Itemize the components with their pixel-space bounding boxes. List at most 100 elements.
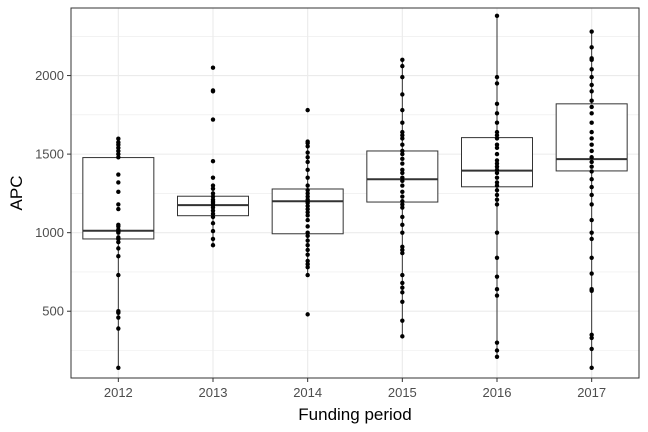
data-point bbox=[210, 186, 216, 191]
data-point bbox=[400, 151, 405, 157]
data-point bbox=[305, 139, 310, 144]
data-point bbox=[305, 188, 310, 193]
data-point bbox=[400, 74, 405, 80]
data-point bbox=[589, 155, 594, 160]
data-point bbox=[305, 230, 310, 235]
data-point bbox=[589, 89, 594, 94]
data-point bbox=[116, 155, 121, 160]
data-point bbox=[589, 169, 594, 174]
x-axis-title: Funding period bbox=[298, 405, 411, 424]
data-point bbox=[116, 227, 121, 232]
data-point bbox=[589, 271, 594, 276]
data-point bbox=[116, 246, 121, 251]
data-point bbox=[494, 164, 500, 169]
data-point bbox=[305, 312, 310, 317]
points-2017 bbox=[589, 29, 594, 370]
panel-border bbox=[70, 7, 640, 379]
data-point bbox=[400, 318, 405, 323]
data-point bbox=[400, 205, 405, 210]
data-point bbox=[305, 210, 310, 215]
data-point bbox=[400, 129, 405, 135]
data-point bbox=[494, 197, 500, 202]
data-point bbox=[305, 247, 310, 253]
major-gridlines bbox=[71, 8, 639, 378]
y-tick-label: 1000 bbox=[35, 225, 64, 240]
data-point bbox=[400, 63, 405, 69]
data-point bbox=[305, 107, 310, 113]
data-point bbox=[400, 178, 405, 184]
data-point bbox=[305, 175, 310, 180]
data-point bbox=[589, 184, 594, 190]
data-point bbox=[494, 180, 500, 185]
data-point bbox=[589, 159, 594, 165]
data-point bbox=[494, 170, 500, 176]
data-point bbox=[210, 221, 216, 226]
data-point bbox=[589, 148, 594, 154]
data-point bbox=[305, 167, 310, 173]
data-point bbox=[589, 136, 594, 141]
data-point bbox=[305, 252, 310, 257]
data-point bbox=[589, 287, 594, 292]
data-point bbox=[400, 92, 405, 97]
x-axis-ticks: 2012 2013 2014 2015 2016 2017 bbox=[104, 378, 606, 400]
data-point bbox=[494, 120, 500, 125]
data-point bbox=[305, 258, 310, 264]
data-point bbox=[116, 145, 121, 151]
data-point bbox=[116, 151, 121, 157]
boxes-layer bbox=[82, 15, 628, 368]
data-point bbox=[494, 183, 500, 188]
data-point bbox=[400, 120, 405, 125]
data-point bbox=[116, 239, 121, 245]
points-2016 bbox=[494, 13, 500, 359]
data-point bbox=[589, 164, 594, 169]
data-point bbox=[305, 191, 310, 196]
data-point bbox=[494, 145, 500, 151]
data-point bbox=[494, 133, 500, 138]
data-point bbox=[400, 214, 405, 220]
x-tick-label: 2014 bbox=[293, 385, 322, 400]
data-point bbox=[400, 133, 405, 138]
data-point bbox=[494, 192, 500, 198]
data-point bbox=[305, 217, 310, 223]
data-point bbox=[589, 120, 594, 125]
data-point bbox=[210, 194, 216, 199]
data-point bbox=[400, 107, 405, 113]
data-point bbox=[589, 192, 594, 198]
data-point bbox=[210, 211, 216, 217]
data-point bbox=[589, 129, 594, 135]
data-point bbox=[494, 274, 500, 279]
data-point bbox=[210, 243, 216, 248]
y-tick-label: 500 bbox=[42, 304, 64, 319]
points-2015 bbox=[400, 57, 405, 339]
data-point bbox=[400, 230, 405, 235]
data-point bbox=[494, 348, 500, 353]
data-point bbox=[494, 354, 500, 359]
data-point bbox=[494, 74, 500, 80]
data-point bbox=[305, 197, 310, 202]
data-point bbox=[210, 175, 216, 180]
data-point bbox=[589, 142, 594, 147]
data-point bbox=[400, 222, 405, 228]
data-point bbox=[305, 243, 310, 248]
data-point bbox=[400, 57, 405, 63]
data-point bbox=[210, 191, 216, 196]
data-point bbox=[305, 159, 310, 165]
data-point bbox=[494, 151, 500, 157]
data-point bbox=[589, 236, 594, 242]
data-point bbox=[400, 194, 405, 199]
data-point bbox=[494, 142, 500, 147]
data-point bbox=[305, 150, 310, 155]
data-point bbox=[400, 183, 405, 188]
data-point bbox=[116, 222, 121, 228]
data-point bbox=[210, 214, 216, 220]
data-point bbox=[589, 332, 594, 337]
box-2017 bbox=[555, 31, 628, 368]
data-point bbox=[305, 261, 310, 267]
data-point bbox=[305, 265, 310, 270]
data-point bbox=[589, 56, 594, 61]
data-point bbox=[305, 233, 310, 239]
data-point bbox=[210, 117, 216, 122]
data-point bbox=[589, 98, 594, 103]
data-point bbox=[400, 244, 405, 250]
data-point bbox=[494, 158, 500, 163]
